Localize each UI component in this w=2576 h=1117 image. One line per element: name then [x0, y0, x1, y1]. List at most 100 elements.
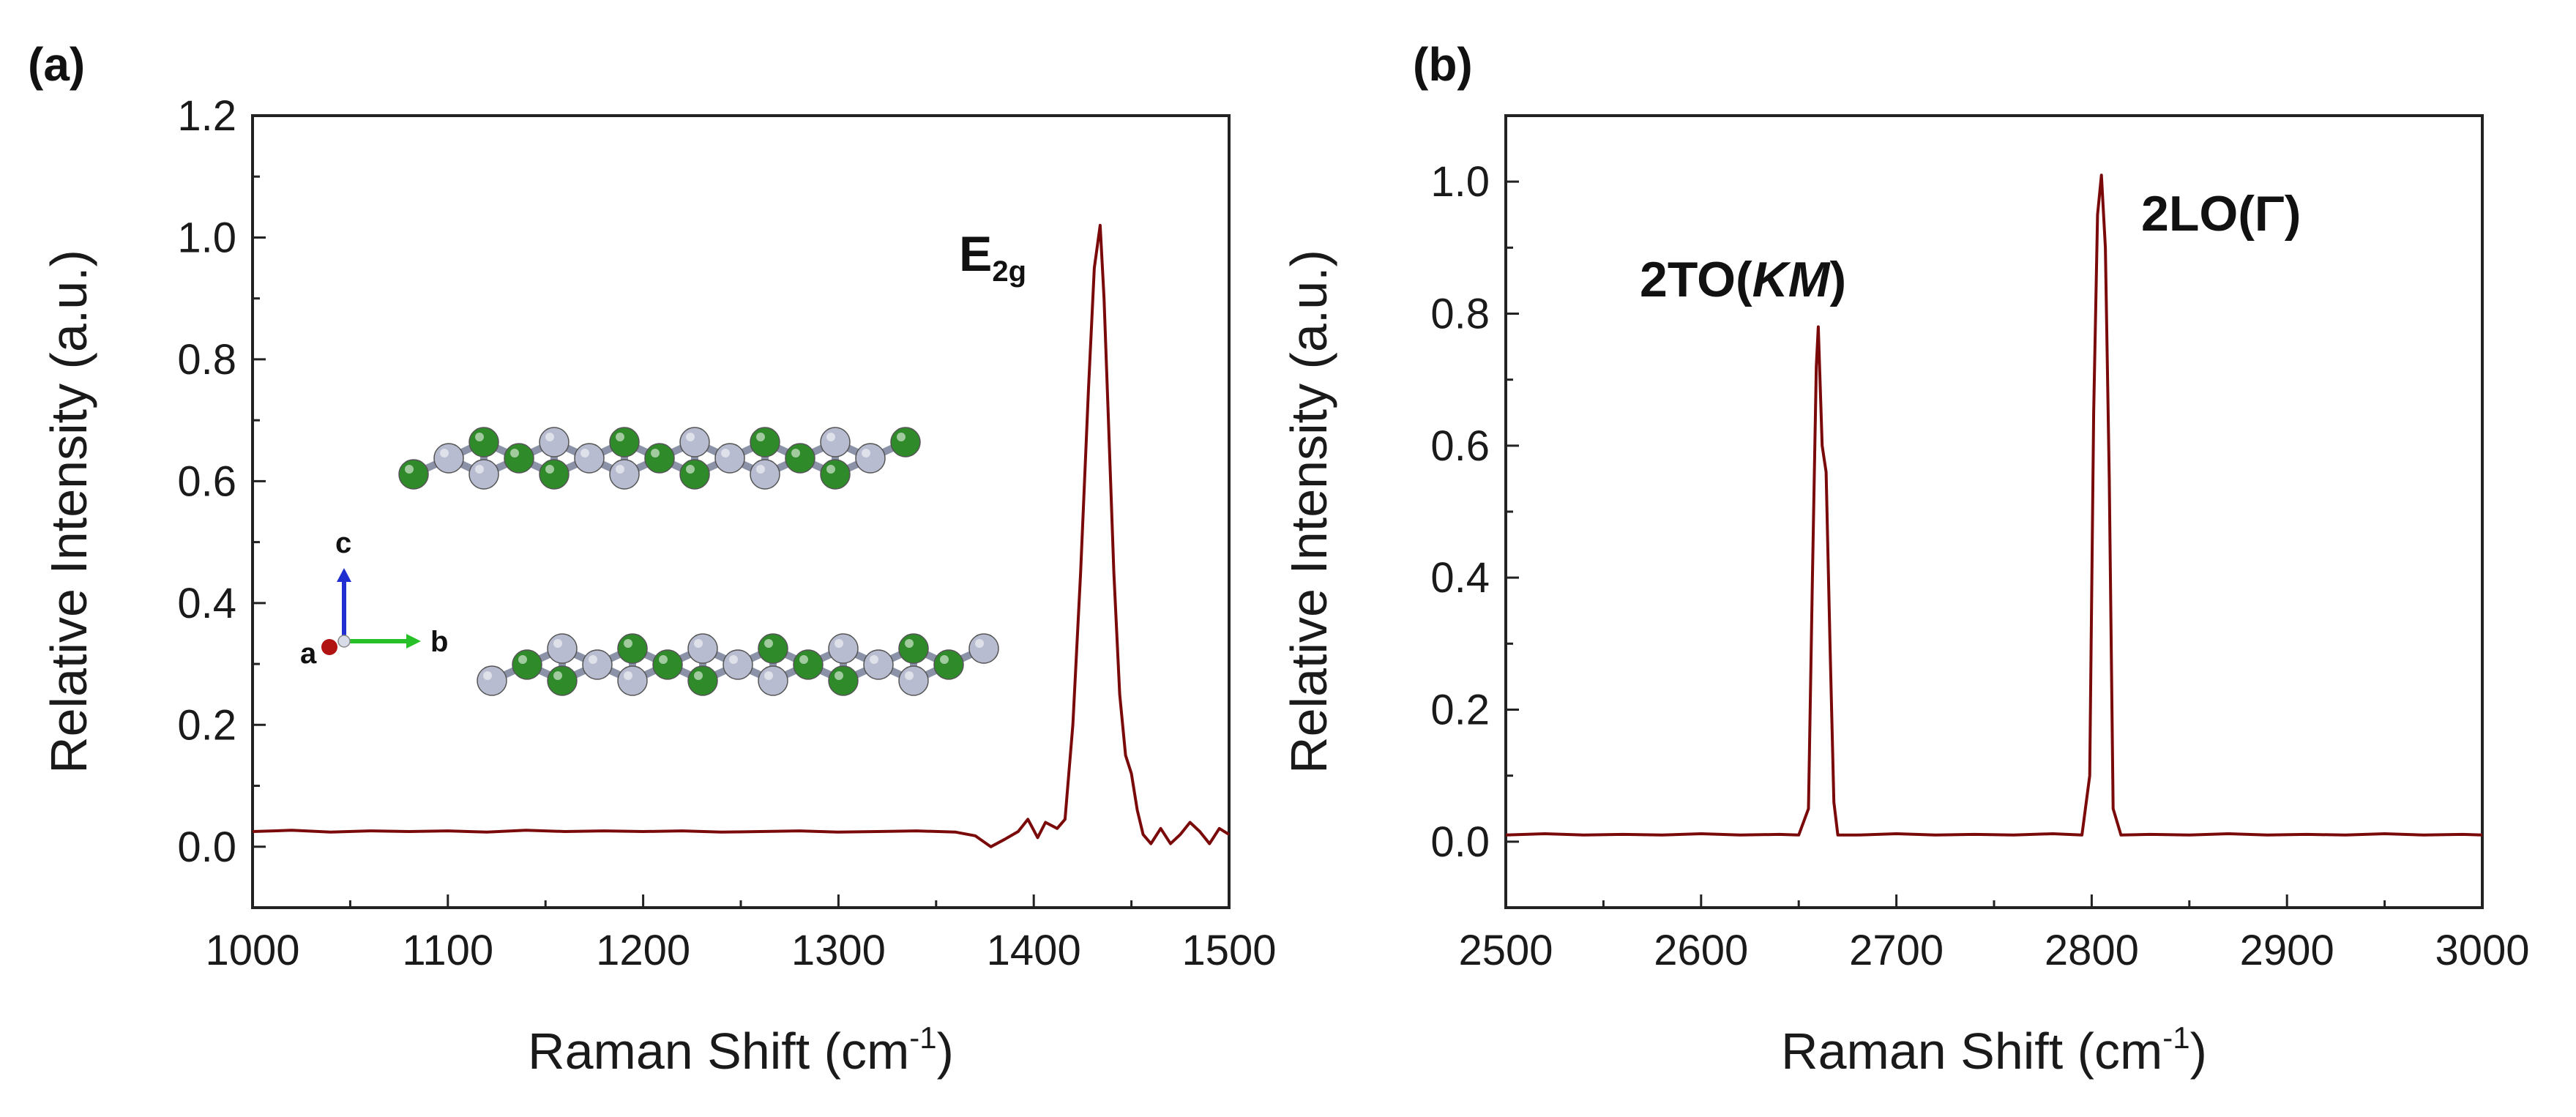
- atom-highlight: [721, 449, 730, 457]
- x-tick-label: 1200: [596, 927, 690, 974]
- y-tick-label: 0.0: [1430, 818, 1490, 866]
- panel-a-x-ticks: 1000 1100 1200 1300 1400 1500: [205, 894, 1277, 974]
- atom: [758, 633, 788, 664]
- atom: [574, 443, 605, 474]
- atom-highlight: [835, 639, 843, 648]
- atom: [828, 665, 859, 696]
- b-axis-label: b: [430, 626, 448, 658]
- x-tick-label: 2500: [1458, 927, 1553, 974]
- panel-b-y-ticks: 0.0 0.2 0.4 0.6 0.8 1.0: [1430, 158, 1519, 866]
- atomic-layer: [477, 633, 999, 696]
- panel-a-x-axis-title: Raman Shift (cm-1): [528, 1020, 954, 1080]
- atom: [820, 459, 851, 490]
- panel-b-x-axis-title: Raman Shift (cm-1): [1781, 1020, 2207, 1080]
- crystal-structure-inset: c a b: [300, 427, 999, 696]
- y-tick-label: 0.4: [177, 580, 236, 627]
- panel-b-plot-frame: [1504, 114, 2484, 909]
- 2lo-peak-label: 2LO(Γ): [2141, 186, 2301, 242]
- 2to-peak-label: 2TO(KM): [1640, 252, 1846, 307]
- atom: [609, 427, 640, 457]
- atom-highlight: [553, 639, 562, 648]
- atom-highlight: [624, 639, 632, 648]
- atom-highlight: [694, 639, 703, 648]
- atom-highlight: [940, 655, 949, 664]
- atom: [512, 649, 542, 680]
- atom: [652, 649, 683, 680]
- y-tick-label: 1.2: [177, 92, 236, 140]
- atom-highlight: [975, 639, 984, 648]
- atom-highlight: [686, 433, 695, 441]
- atom-highlight: [475, 433, 484, 441]
- atom-highlight: [624, 671, 632, 680]
- atom-highlight: [799, 655, 808, 664]
- x-tick-label: 2800: [2045, 927, 2139, 974]
- y-tick-label: 0.2: [177, 701, 236, 749]
- atom: [898, 665, 929, 696]
- panel-a-spectrum-line: [252, 223, 1231, 848]
- atom-highlight: [686, 465, 695, 474]
- panel-a-label: (a): [28, 38, 85, 91]
- atom-highlight: [545, 465, 554, 474]
- x-tick-label: 2900: [2240, 927, 2334, 974]
- atom-highlight: [835, 671, 843, 680]
- a-axis-dot: [321, 639, 337, 655]
- panel-b-spectrum-line: [1505, 173, 2483, 837]
- panel-b: (b) 2500 2600 2700 2800 2900 3000 0.00.20.40.…: [1280, 38, 2530, 1080]
- atom: [582, 649, 613, 680]
- y-tick-label: 0.8: [177, 336, 236, 384]
- panel-a: (a) 1000 1100 1200 1300 1400 1500 0.00.20.40.…: [28, 38, 1277, 1080]
- b-axis-arrowhead: [406, 634, 421, 649]
- x-tick-label: 1100: [402, 927, 493, 974]
- atom: [617, 633, 648, 664]
- atom: [679, 427, 710, 457]
- y-tick-label: 0.0: [177, 823, 236, 871]
- atom: [687, 633, 718, 664]
- y-tick-label: 1.0: [1430, 158, 1490, 206]
- atom-highlight: [545, 433, 554, 441]
- panel-b-y-axis-title: Relative Intensity (a.u.): [1280, 250, 1337, 774]
- y-tick-label: 0.6: [177, 457, 236, 505]
- atom: [714, 443, 745, 474]
- x-tick-label: 3000: [2435, 927, 2529, 974]
- a-axis-label: a: [300, 638, 317, 670]
- c-axis-arrowhead: [337, 568, 351, 582]
- atom-highlight: [440, 449, 449, 457]
- atom-highlight: [483, 671, 492, 680]
- atom: [617, 665, 648, 696]
- e2g-peak-label: E2g: [959, 226, 1026, 288]
- atom-highlight: [905, 671, 914, 680]
- panel-b-x-ticks: 2500 2600 2700 2800 2900 3000: [1458, 894, 2530, 974]
- atom: [504, 443, 534, 474]
- y-tick-label: 0.6: [1430, 422, 1490, 470]
- atom: [723, 649, 753, 680]
- atom-highlight: [405, 465, 414, 474]
- atom: [547, 633, 578, 664]
- atom-highlight: [729, 655, 738, 664]
- c-axis-label: c: [335, 527, 351, 559]
- atom: [468, 427, 499, 457]
- y-tick-label: 0.8: [1430, 291, 1490, 338]
- panel-a-y-axis-title: Relative Intensity (a.u.): [40, 250, 97, 774]
- panel-a-y-ticks: 0.0 0.2 0.4 0.6 0.8 1.0 1.2: [177, 92, 266, 871]
- atom: [477, 665, 507, 696]
- panel-b-label: (b): [1413, 38, 1473, 91]
- atom: [539, 459, 570, 490]
- atom-highlight: [616, 433, 624, 441]
- atom-highlight: [764, 671, 773, 680]
- atom: [890, 427, 921, 457]
- crystal-axes-icon: c a b: [300, 527, 448, 670]
- atom-highlight: [475, 465, 484, 474]
- atom: [855, 443, 886, 474]
- atom: [863, 649, 894, 680]
- atom: [609, 459, 640, 490]
- atom: [644, 443, 675, 474]
- atom: [750, 459, 780, 490]
- atom: [820, 427, 851, 457]
- atomic-layer: [398, 427, 921, 490]
- atom-highlight: [659, 655, 668, 664]
- x-tick-label: 2600: [1654, 927, 1748, 974]
- atom-highlight: [694, 671, 703, 680]
- atom-highlight: [756, 465, 765, 474]
- atom-highlight: [862, 449, 870, 457]
